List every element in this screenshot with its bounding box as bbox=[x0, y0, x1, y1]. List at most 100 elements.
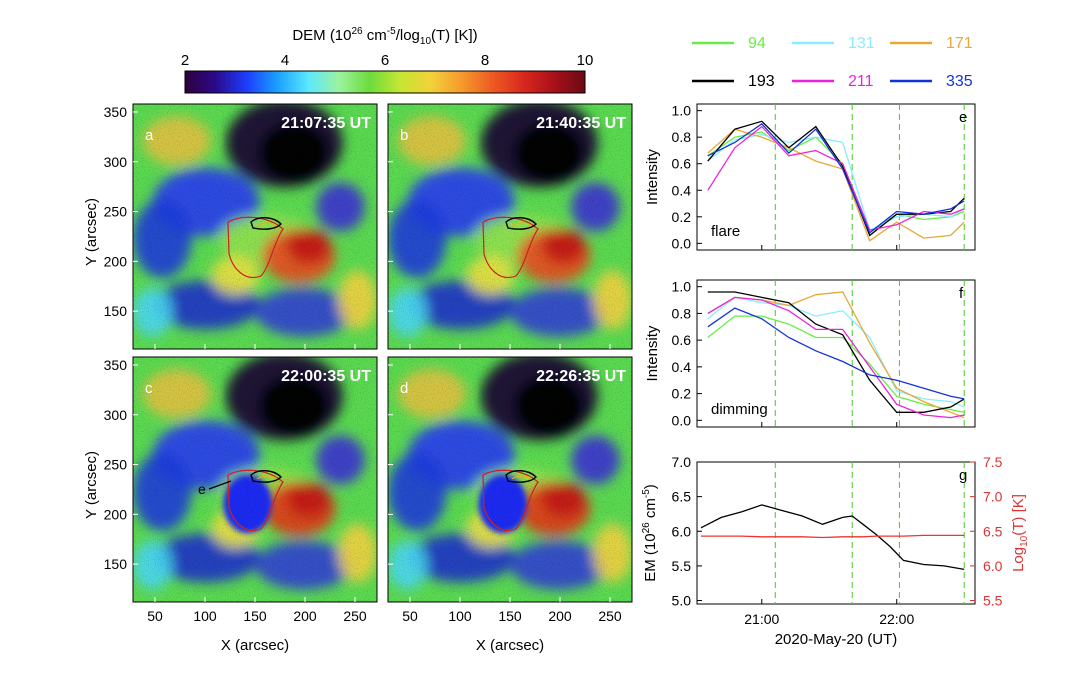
y-tick-label: 6.0 bbox=[672, 523, 692, 539]
y-tick-label: 200 bbox=[104, 253, 128, 269]
dem-map-panel-a: a 21:07:35 UT 350 300 250 200 150 bbox=[104, 103, 378, 350]
y-tick-label: 150 bbox=[104, 303, 128, 319]
y-tick-label: 0.8 bbox=[672, 129, 692, 145]
panel-letter: c bbox=[145, 380, 153, 397]
arrow-label: e bbox=[198, 481, 206, 497]
lightcurve-legend: 94 131 171 193 211 335 bbox=[692, 35, 973, 90]
y-tick-label: 200 bbox=[104, 506, 128, 522]
panel-letter: b bbox=[400, 127, 408, 144]
flare-contour-yellow bbox=[256, 222, 278, 227]
x-axis-label: 2020-May-20 (UT) bbox=[775, 631, 898, 648]
panel-letter: a bbox=[145, 127, 154, 144]
legend-label-171: 171 bbox=[946, 35, 973, 52]
panel-timestamp: 22:00:35 UT bbox=[281, 368, 371, 385]
map-noise bbox=[388, 357, 632, 602]
y-tick-label: 0.4 bbox=[672, 359, 692, 375]
panel-timestamp: 22:26:35 UT bbox=[536, 368, 626, 385]
y-axis-label: Intensity bbox=[644, 325, 661, 381]
y-tick-label: 150 bbox=[104, 556, 128, 572]
y-axis-label-temperature: Log10(T) [K] bbox=[1010, 494, 1030, 572]
x-tick-label: 200 bbox=[548, 608, 572, 624]
colorbar-tick-label: 10 bbox=[577, 52, 594, 69]
plot-frame bbox=[696, 461, 976, 605]
dimming-contour-red bbox=[482, 469, 539, 531]
y-tick-label: 250 bbox=[104, 204, 128, 220]
colorbar-tick-label: 6 bbox=[381, 52, 389, 69]
y-tick-label: 0.6 bbox=[672, 332, 692, 348]
dimming-contour-red bbox=[482, 216, 539, 278]
panel-letter: e bbox=[959, 109, 967, 126]
flare-contour-black bbox=[250, 470, 282, 483]
arrow-line bbox=[208, 480, 232, 490]
flare-contour-black bbox=[505, 217, 537, 230]
x-tick-label: 150 bbox=[498, 608, 522, 624]
flare-contour-black bbox=[505, 470, 537, 483]
dem-map-panel-c: c 22:00:35 UT e 50 100 150 200 250 350 300 250 200 1… bbox=[104, 356, 378, 624]
dem-map-grid: a 21:07:35 UT 350 300 250 200 150 b 21:40:35 UT c… bbox=[104, 103, 633, 624]
x-tick-label: 22:00 bbox=[879, 611, 914, 627]
y-tick-label: 350 bbox=[104, 104, 128, 120]
colorbar-title: DEM (1026 cm-5/log10(T) [K]) bbox=[292, 26, 477, 47]
series-line-131 bbox=[707, 296, 965, 408]
y-right-tick-label: 5.5 bbox=[983, 593, 1003, 609]
map-xlabel-left: X (arcsec) bbox=[221, 637, 289, 654]
y-tick-label: 1.0 bbox=[672, 279, 692, 295]
x-tick-label: 50 bbox=[402, 608, 418, 624]
y-tick-label: 5.5 bbox=[672, 558, 692, 574]
lightcurve-panel-g: 7.0 6.5 6.0 5.5 5.0 21:00 22:00 g 7.5 7.0 6.5 6.0 5.… bbox=[641, 454, 1030, 648]
y-tick-label: 0.8 bbox=[672, 305, 692, 321]
plot-frame bbox=[696, 279, 976, 428]
x-tick-label: 200 bbox=[293, 608, 317, 624]
y-tick-label: 5.0 bbox=[672, 593, 692, 609]
y-tick-label: 250 bbox=[104, 457, 128, 473]
legend-label-193: 193 bbox=[748, 73, 775, 90]
flare-contour-yellow bbox=[511, 475, 533, 480]
y-tick-label: 0.0 bbox=[672, 235, 692, 251]
y-tick-label: 0.4 bbox=[672, 182, 692, 198]
series-line-94 bbox=[707, 131, 965, 234]
series-line-211 bbox=[707, 296, 965, 419]
colorbar-tick-label: 2 bbox=[181, 52, 189, 69]
dem-map-image bbox=[388, 357, 632, 602]
map-noise bbox=[133, 104, 377, 349]
y-tick-label: 1.0 bbox=[672, 103, 692, 119]
map-xlabel-right: X (arcsec) bbox=[476, 637, 544, 654]
series-line-335 bbox=[707, 307, 965, 400]
x-tick-label: 150 bbox=[243, 608, 267, 624]
flare-contour-black bbox=[250, 217, 282, 230]
panel-timestamp: 21:40:35 UT bbox=[536, 115, 626, 132]
lightcurve-panels: 1.0 0.8 0.6 0.4 0.2 0.0 e flare Intensity 1.0 0.8 0… bbox=[641, 103, 1030, 648]
legend-label-94: 94 bbox=[748, 35, 766, 52]
x-tick-label: 250 bbox=[343, 608, 367, 624]
panel-annotation: flare bbox=[711, 223, 740, 240]
series-line-335 bbox=[707, 123, 965, 234]
series-line-94 bbox=[707, 315, 965, 413]
x-tick-label: 100 bbox=[448, 608, 472, 624]
dem-map-panel-b: b 21:40:35 UT bbox=[387, 103, 633, 350]
y-tick-label: 0.2 bbox=[672, 386, 692, 402]
series-line-EM bbox=[700, 504, 965, 571]
panel-letter: d bbox=[400, 380, 408, 397]
y-tick-label: 300 bbox=[104, 407, 128, 423]
dem-map-image bbox=[133, 357, 377, 602]
legend-label-335: 335 bbox=[946, 73, 973, 90]
x-tick-label: 50 bbox=[147, 608, 163, 624]
panel-timestamp: 21:07:35 UT bbox=[281, 115, 371, 132]
colorbar-tick-label: 4 bbox=[281, 52, 289, 69]
y-tick-label: 0.2 bbox=[672, 209, 692, 225]
y-tick-label: 6.5 bbox=[672, 489, 692, 505]
x-tick-label: 100 bbox=[193, 608, 217, 624]
dimming-contour-red bbox=[227, 469, 284, 531]
series-line-193 bbox=[707, 120, 965, 237]
plot-frame bbox=[696, 103, 976, 251]
dem-map-image bbox=[133, 104, 377, 349]
colorbar-bar bbox=[184, 70, 586, 94]
colorbar: DEM (1026 cm-5/log10(T) [K]) 2 4 6 8 10 bbox=[181, 26, 594, 94]
series-line-131 bbox=[707, 133, 965, 232]
dem-map-image bbox=[388, 104, 632, 349]
map-noise bbox=[133, 357, 377, 602]
dimming-contour-red bbox=[227, 216, 284, 278]
legend-label-211: 211 bbox=[848, 73, 874, 90]
y-axis-label-em: EM (1026 cm-5) bbox=[641, 484, 659, 582]
y-right-tick-label: 7.5 bbox=[983, 454, 1003, 470]
